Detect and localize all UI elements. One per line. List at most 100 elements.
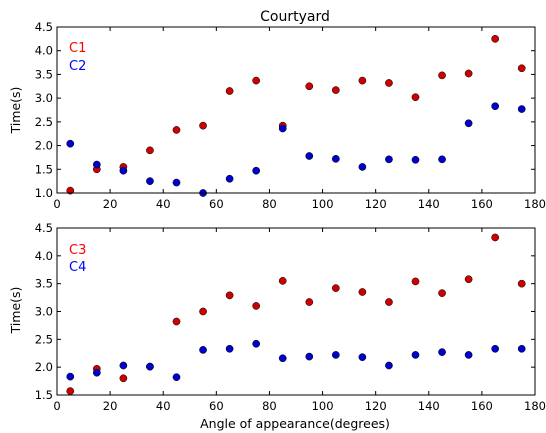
point-c2 [225, 174, 234, 183]
point-c2 [146, 177, 154, 185]
top-legend: C1 C2 [69, 41, 86, 74]
top-panel: Courtyard Time(s) 0 20 40 60 80 100 120 140 160 1… [8, 9, 546, 211]
point-c3 [225, 291, 234, 300]
bottom-axis-ticks: 0 20 40 60 80 100 120 140 160 180 1.5 2.0 2.5 3.0 3.5 4… [35, 221, 546, 413]
point-c1 [66, 186, 75, 195]
y-tick-label: 4.5 [35, 221, 53, 235]
bottom-legend: C3 C4 [69, 243, 86, 275]
point-c3 [66, 387, 75, 395]
point-c3 [331, 284, 340, 292]
point-c2 [305, 152, 314, 160]
point-c2 [411, 155, 420, 164]
point-c3 [172, 317, 181, 326]
point-c1 [464, 69, 473, 78]
point-c1 [491, 35, 500, 43]
y-tick-label: 3.5 [35, 67, 53, 81]
point-c3 [491, 233, 500, 242]
point-c4 [199, 346, 207, 354]
x-tick-label: 40 [156, 197, 171, 211]
point-c1 [225, 87, 234, 95]
point-c4 [305, 352, 314, 361]
point-c2 [517, 105, 526, 113]
point-c4 [331, 351, 340, 359]
point-c4 [225, 344, 234, 353]
x-tick-label: 180 [524, 399, 546, 413]
y-tick-label: 4.0 [35, 249, 53, 263]
point-c1 [172, 126, 181, 134]
y-tick-label: 1.5 [35, 162, 53, 176]
point-c4 [358, 353, 367, 361]
legend-label-c2: C2 [69, 59, 86, 74]
point-c4 [252, 339, 261, 348]
x-tick-label: 120 [365, 197, 387, 211]
y-tick-label: 2.5 [35, 115, 53, 129]
point-c3 [411, 277, 420, 286]
point-c1 [199, 121, 207, 130]
bottom-panel: Time(s) Angle of appearance(degrees) 0 20… [8, 221, 546, 431]
point-c4 [491, 344, 500, 353]
point-c1 [438, 71, 446, 80]
point-c2 [66, 139, 75, 148]
y-tick-label: 4.5 [35, 20, 53, 34]
y-tick-label: 4.0 [35, 44, 53, 58]
point-c1 [146, 146, 154, 155]
x-tick-label: 100 [312, 197, 334, 211]
y-tick-label: 1.5 [35, 388, 53, 402]
x-tick-label: 40 [156, 399, 171, 413]
point-c4 [438, 348, 446, 356]
x-axis-label: Angle of appearance(degrees) [200, 416, 390, 431]
point-c4 [92, 368, 101, 377]
legend-label-c4: C4 [69, 260, 86, 275]
point-c1 [411, 93, 420, 102]
point-c2 [464, 119, 473, 128]
bottom-plot-frame [56, 227, 536, 396]
point-c2 [92, 160, 101, 169]
x-tick-label: 140 [418, 197, 440, 211]
point-c4 [411, 351, 420, 359]
point-c1 [252, 76, 261, 85]
point-c1 [331, 86, 340, 94]
x-tick-label: 80 [262, 197, 277, 211]
point-c4 [517, 344, 526, 353]
y-tick-label: 2.0 [35, 139, 53, 153]
x-tick-label: 60 [209, 399, 224, 413]
legend-label-c1: C1 [69, 41, 86, 56]
y-tick-label: 2.0 [35, 360, 53, 374]
point-c1 [385, 79, 393, 87]
x-tick-label: 20 [103, 197, 118, 211]
point-c2 [252, 166, 261, 175]
point-c3 [252, 302, 261, 310]
top-plot-frame [56, 26, 536, 194]
y-tick-label: 1.0 [35, 186, 53, 200]
point-c4 [119, 361, 128, 370]
chart-title: Courtyard [260, 9, 330, 25]
x-tick-label: 80 [262, 399, 277, 413]
top-plot-area [66, 35, 526, 197]
point-c4 [385, 361, 393, 370]
legend-label-c3: C3 [69, 243, 86, 258]
x-tick-label: 0 [53, 197, 60, 211]
x-tick-label: 0 [53, 399, 60, 413]
x-tick-label: 120 [365, 399, 387, 413]
point-c4 [464, 351, 473, 359]
y-tick-label: 3.0 [35, 305, 53, 319]
y-tick-label: 2.5 [35, 332, 53, 346]
point-c2 [358, 163, 367, 171]
point-c2 [438, 155, 446, 164]
top-y-axis-label: Time(s) [8, 87, 23, 135]
point-c3 [438, 289, 446, 297]
point-c3 [464, 275, 473, 284]
point-c3 [358, 288, 367, 296]
point-c1 [358, 76, 367, 85]
point-c2 [278, 124, 287, 133]
point-c2 [119, 166, 128, 175]
point-c2 [385, 155, 393, 164]
x-tick-label: 180 [524, 197, 546, 211]
point-c3 [119, 374, 128, 383]
point-c3 [305, 298, 314, 306]
point-c2 [331, 155, 340, 163]
x-tick-label: 160 [471, 399, 493, 413]
point-c4 [66, 372, 75, 381]
point-c3 [199, 307, 207, 316]
